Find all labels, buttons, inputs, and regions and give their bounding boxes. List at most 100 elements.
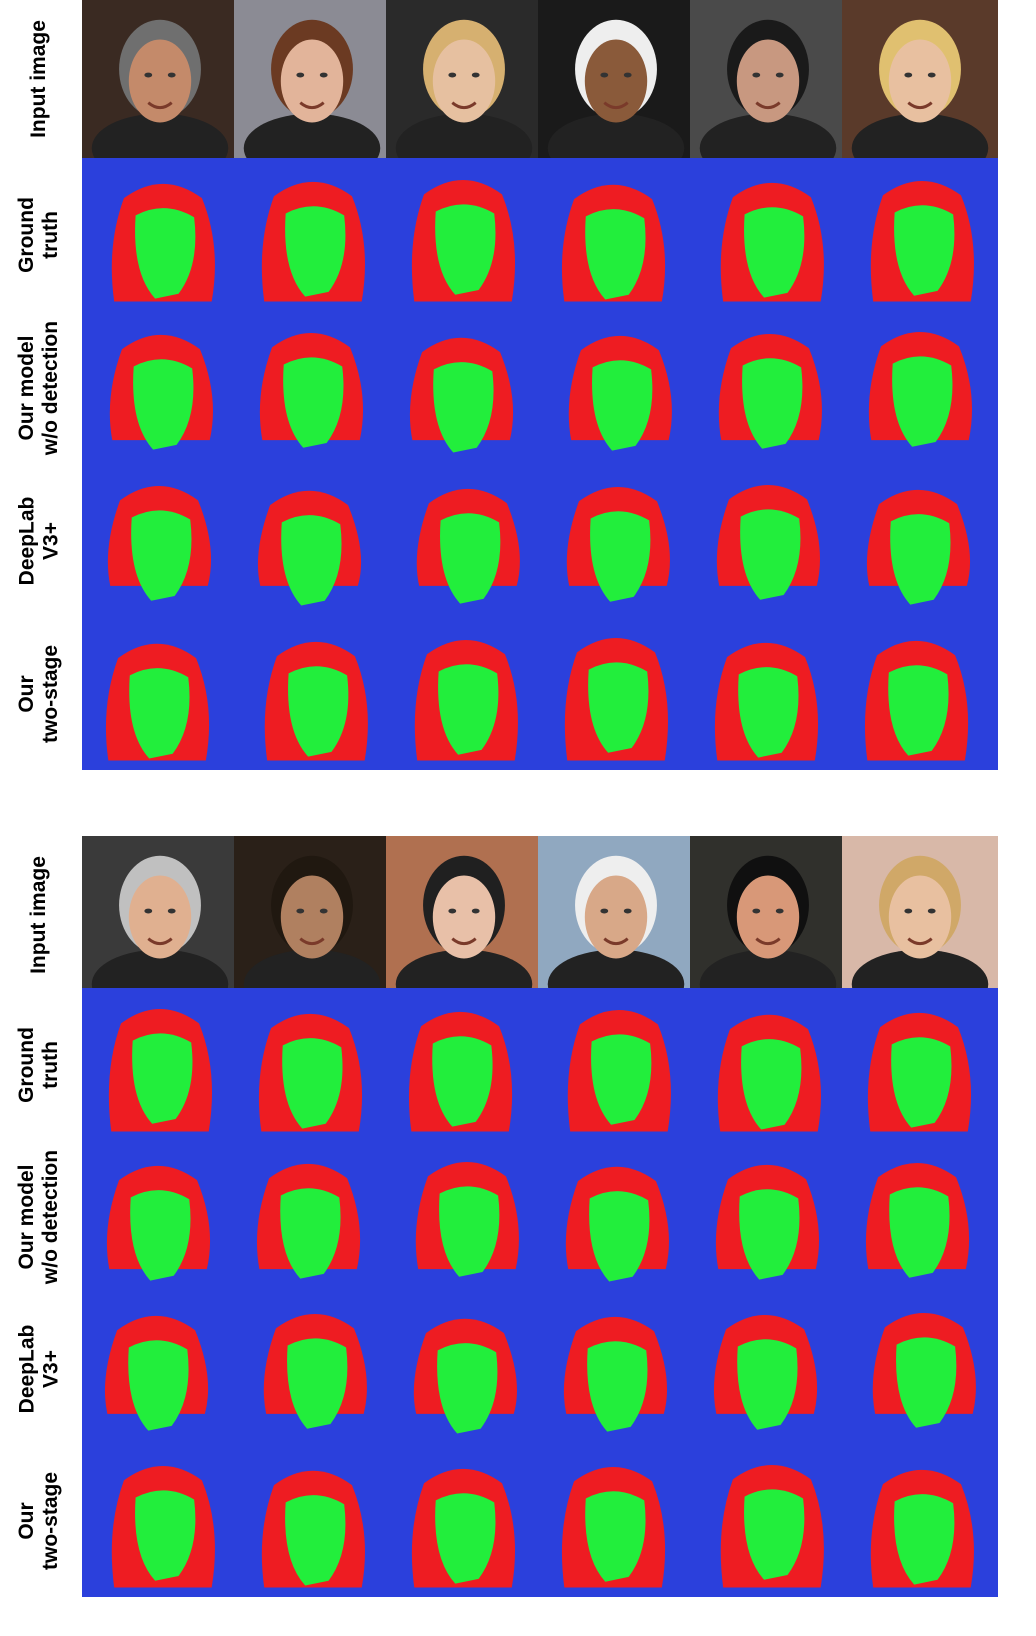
segmentation-mask: [538, 1292, 696, 1445]
segmentation-mask: [386, 311, 544, 464]
input-photo: [234, 0, 392, 158]
segmentation-mask: [234, 988, 392, 1141]
segmentation-mask: [386, 988, 544, 1141]
segmentation-row: DeepLab V3+: [0, 1292, 1036, 1445]
row-label: Input image: [0, 836, 78, 994]
row-label-line: w/o detection: [39, 1149, 62, 1284]
segmentation-mask: [82, 1292, 240, 1445]
segmentation-mask: [538, 464, 696, 617]
segmentation-mask: [842, 311, 1000, 464]
segmentation-mask: [234, 1292, 392, 1445]
row-label: DeepLab V3+: [0, 464, 78, 617]
segmentation-mask: [690, 1292, 848, 1445]
segmentation-mask: [538, 1140, 696, 1293]
row-label-line: w/o detection: [39, 320, 62, 455]
input-photo: [234, 836, 392, 994]
segmentation-mask: [234, 1140, 392, 1293]
segmentation-row: Our two-stage: [0, 617, 1036, 770]
segmentation-row: Our model w/o detection: [0, 311, 1036, 464]
input-photo: [386, 0, 544, 158]
input-photo: [538, 836, 696, 994]
figure-panel-top: Input image Ground truth Our model w/o detec…: [0, 0, 1036, 805]
segmentation-mask: [386, 158, 544, 311]
row-label: Our two-stage: [0, 617, 78, 770]
segmentation-row: Our model w/o detection: [0, 1140, 1036, 1293]
segmentation-mask: [234, 311, 392, 464]
segmentation-mask: [690, 617, 848, 770]
row-label-line: V3+: [39, 1349, 62, 1388]
input-photo: [82, 0, 240, 158]
segmentation-mask: [690, 158, 848, 311]
row-label-line: DeepLab: [15, 1324, 38, 1413]
segmentation-mask: [234, 1444, 392, 1597]
segmentation-mask: [842, 1292, 1000, 1445]
segmentation-mask: [82, 1444, 240, 1597]
row-label-line: Input image: [27, 856, 50, 974]
segmentation-mask: [82, 617, 240, 770]
segmentation-mask: [82, 464, 240, 617]
row-label-line: Our: [15, 1501, 39, 1540]
segmentation-mask: [386, 1140, 544, 1293]
segmentation-row: Ground truth: [0, 988, 1036, 1141]
segmentation-mask: [690, 464, 848, 617]
input-photo: [386, 836, 544, 994]
row-label-line: Ground: [14, 1026, 38, 1103]
segmentation-mask: [234, 464, 392, 617]
segmentation-mask: [690, 988, 848, 1141]
segmentation-mask: [842, 158, 1000, 311]
segmentation-mask: [538, 1444, 696, 1597]
segmentation-mask: [386, 617, 544, 770]
segmentation-mask: [690, 1140, 848, 1293]
segmentation-mask: [234, 158, 392, 311]
segmentation-mask: [386, 1444, 544, 1597]
row-label-line: Ground: [14, 196, 38, 273]
input-photo: [82, 836, 240, 994]
row-label: Our two-stage: [0, 1444, 78, 1597]
row-label: Input image: [0, 0, 78, 158]
input-photo: [842, 0, 1000, 158]
segmentation-mask: [538, 988, 696, 1141]
segmentation-mask: [538, 617, 696, 770]
row-label-line: Our: [15, 674, 39, 713]
segmentation-mask: [538, 158, 696, 311]
segmentation-row: DeepLab V3+: [0, 464, 1036, 617]
segmentation-mask: [690, 311, 848, 464]
segmentation-mask: [842, 1140, 1000, 1293]
row-label-line: Our model: [15, 335, 38, 441]
row-label-line: truth: [38, 210, 62, 259]
row-label: DeepLab V3+: [0, 1292, 78, 1445]
segmentation-row: Ground truth: [0, 158, 1036, 311]
input-photo: [842, 836, 1000, 994]
row-label: Our model w/o detection: [0, 1140, 78, 1293]
segmentation-mask: [82, 158, 240, 311]
segmentation-mask: [82, 988, 240, 1141]
input-image-row: Input image: [0, 0, 1036, 158]
segmentation-mask: [538, 311, 696, 464]
row-label-line: DeepLab: [15, 496, 38, 585]
input-image-row: Input image: [0, 836, 1036, 994]
segmentation-mask: [842, 1444, 1000, 1597]
row-label-line: truth: [38, 1040, 62, 1089]
segmentation-mask: [842, 988, 1000, 1141]
input-photo: [538, 0, 696, 158]
segmentation-mask: [82, 1140, 240, 1293]
segmentation-mask: [234, 617, 392, 770]
row-label-line: two-stage: [39, 1471, 63, 1570]
segmentation-mask: [386, 1292, 544, 1445]
segmentation-row: Our two-stage: [0, 1444, 1036, 1597]
figure-panel-bottom: Input image Ground truth Our model w/o detec…: [0, 836, 1036, 1636]
segmentation-mask: [842, 617, 1000, 770]
row-label-line: Our model: [15, 1164, 38, 1270]
row-label-line: Input image: [27, 20, 50, 138]
segmentation-mask: [386, 464, 544, 617]
segmentation-mask: [82, 311, 240, 464]
segmentation-mask: [842, 464, 1000, 617]
input-photo: [690, 0, 848, 158]
row-label: Ground truth: [0, 988, 78, 1141]
row-label-line: two-stage: [39, 644, 63, 743]
row-label-line: V3+: [39, 521, 62, 560]
input-photo: [690, 836, 848, 994]
row-label: Our model w/o detection: [0, 311, 78, 464]
row-label: Ground truth: [0, 158, 78, 311]
segmentation-mask: [690, 1444, 848, 1597]
